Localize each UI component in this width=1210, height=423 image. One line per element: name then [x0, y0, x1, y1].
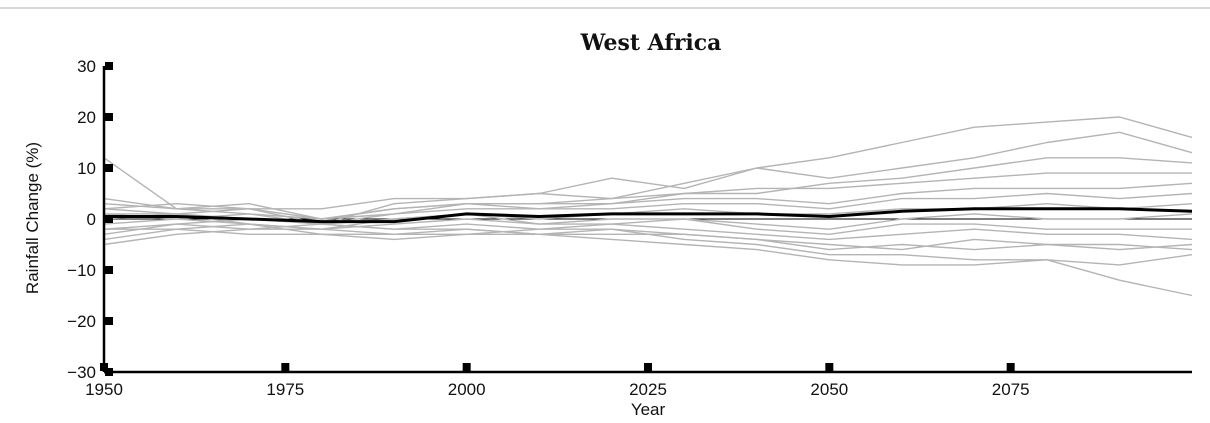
- x-tick-mark: [644, 363, 652, 371]
- y-tick-label: 30: [77, 57, 96, 76]
- ensemble-member-line-10: [103, 223, 1193, 241]
- y-tick-label: 20: [77, 108, 96, 127]
- ensemble-member-line-4: [103, 172, 1192, 210]
- y-tick-mark: [105, 215, 113, 223]
- x-tick-label: 2000: [448, 380, 486, 399]
- chart-title: West Africa: [580, 30, 722, 56]
- x-tick-label: 1975: [266, 380, 304, 399]
- ensemble-member-line-5: [104, 182, 1193, 220]
- x-tick-label: 2025: [629, 380, 667, 399]
- y-tick-mark: [105, 62, 113, 70]
- y-tick-label: −20: [67, 312, 96, 331]
- x-tick-mark: [281, 363, 290, 371]
- mean-series-layer: [104, 207, 1193, 224]
- y-tick-label: 10: [77, 159, 96, 178]
- ensemble-mean-line: [104, 207, 1193, 224]
- y-tick-mark: [105, 368, 113, 376]
- ensemble-member-line-2: [103, 131, 1193, 220]
- y-ticks: 30 20 10 0 −10 −20 −30: [67, 57, 113, 382]
- x-tick-label: 2050: [810, 380, 848, 399]
- ensemble-member-line-3: [103, 157, 1193, 220]
- y-axis-label: Rainfall Change (%): [23, 142, 42, 294]
- x-tick-mark: [100, 363, 108, 371]
- y-tick-mark: [105, 317, 113, 325]
- y-tick-mark: [105, 164, 113, 172]
- x-tick-mark: [1006, 363, 1015, 371]
- x-tick-label: 1950: [85, 380, 123, 399]
- x-tick-label: 2075: [992, 380, 1030, 399]
- y-tick-label: −30: [67, 363, 96, 382]
- y-tick-label: −10: [67, 261, 96, 280]
- y-tick-mark: [105, 113, 113, 121]
- y-tick-label: 0: [87, 210, 96, 229]
- x-tick-mark: [825, 363, 834, 371]
- x-tick-mark: [462, 363, 471, 371]
- ensemble-series-layer: [103, 116, 1193, 297]
- y-tick-mark: [105, 266, 113, 274]
- ensemble-member-line-13: [104, 228, 1193, 297]
- ensemble-member-line-12: [103, 228, 1193, 266]
- x-ticks: 1950 1975 2000 2025 2050 2075: [85, 363, 1030, 399]
- x-axis-label: Year: [631, 400, 666, 419]
